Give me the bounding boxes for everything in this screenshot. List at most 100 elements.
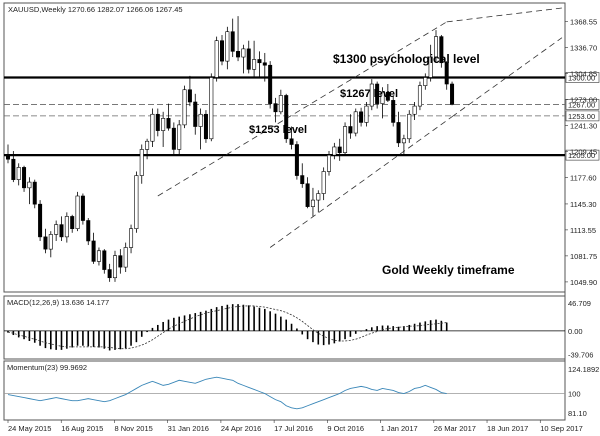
channel-line-0 bbox=[157, 21, 447, 197]
candle-body-12 bbox=[70, 216, 75, 229]
candle-body-9 bbox=[54, 224, 59, 235]
date-label-6: 9 Oct 2016 bbox=[327, 424, 364, 433]
candle-body-41 bbox=[225, 31, 230, 62]
price-tick-6: 1177.60 bbox=[570, 174, 597, 183]
level-label-1: 1267.00 bbox=[568, 100, 595, 109]
date-label-10: 10 Sep 2017 bbox=[540, 424, 583, 433]
candle-body-70 bbox=[380, 91, 385, 104]
momentum-label: Momentum(23) 99.9692 bbox=[7, 363, 87, 372]
candle-body-60 bbox=[326, 154, 331, 172]
price-tick-5: 1209.45 bbox=[570, 147, 597, 156]
channel-extension-0 bbox=[446, 7, 563, 23]
candle-body-62 bbox=[337, 146, 342, 153]
candle-body-63 bbox=[343, 126, 348, 153]
price-tick-10: 1049.90 bbox=[570, 278, 597, 287]
candle-body-34 bbox=[187, 89, 192, 103]
price-tick-7: 1145.30 bbox=[570, 200, 597, 209]
channel-extension-1 bbox=[451, 37, 563, 118]
candle-body-59 bbox=[321, 171, 326, 194]
candle-body-53 bbox=[289, 138, 294, 145]
candle-body-77 bbox=[417, 85, 422, 107]
candle-body-5 bbox=[32, 181, 37, 205]
candle-body-81 bbox=[439, 36, 444, 64]
date-label-2: 8 Nov 2015 bbox=[114, 424, 152, 433]
date-label-4: 24 Apr 2016 bbox=[221, 424, 261, 433]
candle-body-3 bbox=[22, 167, 27, 189]
candle-body-30 bbox=[166, 118, 171, 129]
momentum-panel-frame bbox=[3, 360, 566, 421]
candle-body-80 bbox=[433, 36, 438, 58]
candle-body-58 bbox=[316, 193, 321, 201]
candle-body-16 bbox=[91, 240, 96, 262]
candle-body-79 bbox=[428, 56, 433, 78]
price-tick-2: 1304.85 bbox=[570, 70, 597, 79]
date-label-8: 26 Mar 2017 bbox=[434, 424, 476, 433]
candle-body-48 bbox=[262, 62, 267, 66]
candle-body-15 bbox=[86, 220, 91, 242]
price-tick-8: 1113.55 bbox=[570, 226, 596, 235]
candle-body-14 bbox=[80, 195, 85, 221]
momentum-tick-2: 81.10 bbox=[568, 409, 587, 418]
symbol-header: XAUUSD,Weekly 1270.66 1282.07 1266.06 12… bbox=[8, 5, 183, 14]
candle-body-28 bbox=[155, 113, 160, 131]
price-tick-4: 1241.30 bbox=[570, 121, 597, 130]
candle-body-65 bbox=[353, 111, 358, 134]
candle-body-21 bbox=[118, 255, 123, 268]
candle-body-49 bbox=[268, 64, 273, 104]
price-tick-0: 1368.55 bbox=[570, 17, 597, 26]
candle-body-66 bbox=[359, 111, 364, 123]
candle-body-45 bbox=[246, 48, 251, 70]
candle-body-83 bbox=[450, 83, 455, 105]
candle-body-36 bbox=[198, 113, 203, 127]
candle-body-38 bbox=[209, 77, 214, 140]
candle-body-17 bbox=[96, 250, 101, 262]
macd-signal-line bbox=[7, 305, 447, 350]
candle-body-57 bbox=[310, 199, 315, 207]
candle-body-51 bbox=[278, 95, 283, 113]
candle-body-42 bbox=[230, 31, 235, 52]
candle-body-29 bbox=[161, 118, 166, 131]
candle-body-19 bbox=[107, 269, 112, 279]
candle-body-67 bbox=[364, 105, 369, 123]
candle-body-73 bbox=[396, 122, 401, 144]
level-box-2 bbox=[565, 110, 600, 122]
candle-body-32 bbox=[177, 124, 182, 150]
candle-body-24 bbox=[134, 175, 139, 229]
level-label-2: 1253.00 bbox=[568, 112, 595, 121]
candle-body-43 bbox=[236, 51, 241, 58]
candle-body-47 bbox=[257, 59, 262, 64]
candle-body-74 bbox=[401, 138, 406, 144]
candle-body-52 bbox=[284, 95, 289, 140]
candle-body-27 bbox=[150, 113, 155, 142]
macd-panel-frame bbox=[3, 295, 566, 360]
candle-body-61 bbox=[332, 146, 337, 156]
candle-body-68 bbox=[369, 83, 374, 107]
candle-body-22 bbox=[123, 247, 128, 268]
candle-body-7 bbox=[43, 236, 48, 250]
date-label-9: 18 Jun 2017 bbox=[487, 424, 528, 433]
candle-body-75 bbox=[407, 113, 412, 140]
candle-body-20 bbox=[113, 255, 118, 279]
annotation-timeframe: Gold Weekly timeframe bbox=[382, 263, 515, 277]
candle-body-56 bbox=[305, 183, 310, 207]
price-panel-frame bbox=[3, 2, 566, 293]
candle-body-10 bbox=[59, 224, 64, 238]
candle-body-8 bbox=[48, 234, 53, 250]
annotation-1300-level: $1300 psychological level bbox=[333, 52, 480, 66]
candle-body-44 bbox=[241, 48, 246, 58]
candle-body-54 bbox=[294, 144, 299, 176]
candle-body-64 bbox=[348, 126, 353, 134]
date-label-5: 17 Jul 2016 bbox=[274, 424, 313, 433]
candle-body-33 bbox=[182, 89, 187, 126]
momentum-tick-0: 124.1892 bbox=[568, 365, 599, 374]
candle-body-39 bbox=[214, 40, 219, 78]
candle-body-13 bbox=[75, 195, 80, 229]
price-tick-3: 1273.00 bbox=[570, 96, 597, 105]
candle-body-40 bbox=[220, 40, 225, 62]
candle-body-1 bbox=[11, 158, 16, 180]
candle-body-71 bbox=[385, 91, 390, 101]
price-tick-1: 1336.70 bbox=[570, 43, 597, 52]
annotation-1253-level: $1253 level bbox=[249, 124, 307, 136]
level-label-3: 1205.00 bbox=[568, 151, 595, 160]
